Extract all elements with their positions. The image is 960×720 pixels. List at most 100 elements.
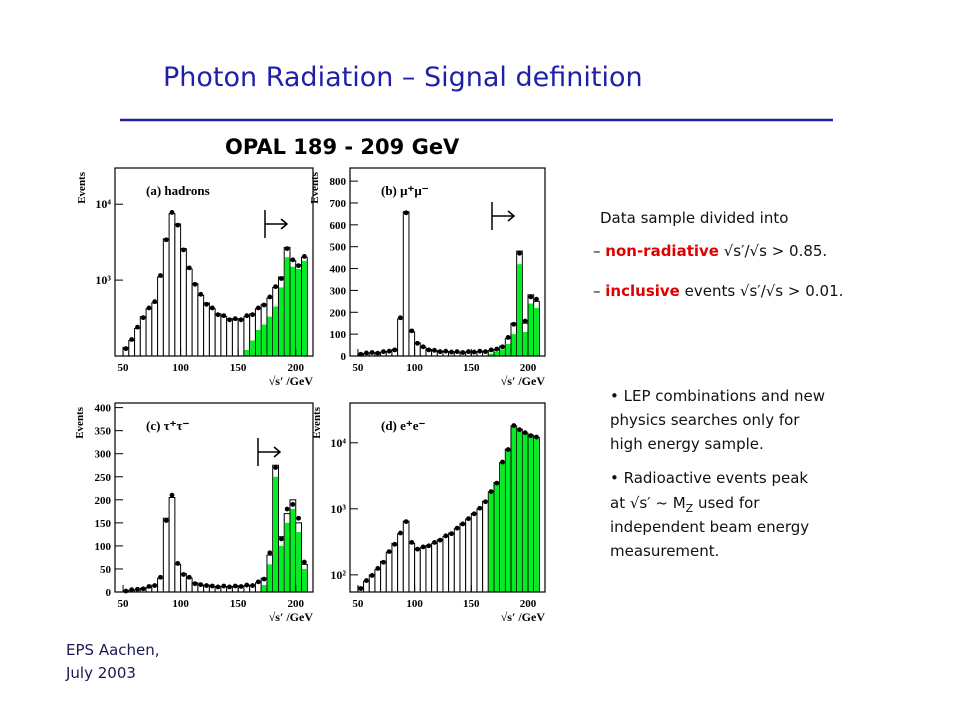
data-point bbox=[409, 328, 415, 334]
data-point bbox=[392, 541, 398, 547]
signal-bar bbox=[488, 353, 494, 356]
x-tick-label: 100 bbox=[172, 362, 189, 374]
signal-bar bbox=[284, 257, 290, 356]
data-point bbox=[500, 459, 505, 465]
bullet-text: Radioactive events peak bbox=[624, 469, 809, 487]
histogram-bar bbox=[419, 546, 427, 593]
x-tick-label: 100 bbox=[172, 598, 189, 610]
signal-bar bbox=[290, 266, 296, 356]
data-point bbox=[255, 305, 261, 311]
y-tick-label: 0 bbox=[106, 587, 112, 599]
data-point bbox=[381, 349, 386, 355]
histogram-bar bbox=[408, 331, 416, 357]
histogram-bar bbox=[237, 318, 245, 357]
y-axis-label: Events bbox=[76, 171, 88, 204]
data-point bbox=[381, 559, 386, 565]
data-point bbox=[364, 350, 369, 356]
histogram-bar bbox=[402, 520, 410, 593]
data-point bbox=[140, 586, 146, 592]
data-point bbox=[129, 587, 135, 593]
data-point bbox=[522, 318, 528, 324]
signal-bar bbox=[534, 438, 539, 592]
histogram-bar bbox=[180, 248, 187, 357]
data-point bbox=[135, 324, 140, 330]
data-point bbox=[517, 427, 522, 433]
data-point bbox=[198, 582, 204, 588]
data-point bbox=[386, 549, 392, 554]
data-point bbox=[522, 430, 528, 436]
data-point bbox=[158, 574, 163, 580]
signal-bar bbox=[278, 545, 284, 592]
data-point bbox=[169, 492, 175, 498]
histogram-bar bbox=[436, 539, 444, 593]
signal-bar bbox=[284, 522, 290, 592]
y-tick-label: 10⁴ bbox=[95, 197, 111, 211]
y-tick-label: 600 bbox=[330, 220, 347, 232]
data-point bbox=[175, 222, 181, 228]
signal-bar bbox=[528, 436, 534, 592]
data-point bbox=[267, 550, 273, 556]
x-tick-label: 100 bbox=[406, 598, 423, 610]
signal-bar bbox=[301, 260, 307, 356]
data-point bbox=[420, 544, 426, 550]
histogram-bar bbox=[448, 532, 455, 593]
data-point bbox=[534, 296, 539, 302]
signal-bar bbox=[500, 463, 505, 592]
highlight: non-radiative bbox=[605, 242, 719, 260]
data-point bbox=[221, 583, 227, 589]
data-point bbox=[284, 506, 290, 512]
data-point bbox=[505, 447, 511, 452]
histogram-bar bbox=[380, 560, 387, 593]
y-tick-label: 50 bbox=[100, 564, 112, 576]
data-point bbox=[392, 347, 398, 353]
data-point bbox=[488, 347, 494, 353]
histogram-bar bbox=[162, 517, 170, 593]
data-point bbox=[386, 348, 392, 354]
histogram-bar bbox=[197, 294, 205, 357]
histogram-bar bbox=[208, 308, 216, 357]
data-point bbox=[364, 578, 369, 583]
signal-bar bbox=[511, 334, 517, 356]
cut-arrow bbox=[257, 438, 282, 466]
data-point bbox=[192, 581, 198, 587]
data-point bbox=[443, 533, 449, 539]
data-point bbox=[483, 349, 488, 355]
histogram-bar bbox=[391, 542, 399, 593]
histogram-bar bbox=[168, 213, 176, 357]
data-point bbox=[460, 521, 466, 527]
bullet-line: high energy sample. bbox=[610, 435, 764, 453]
x-axis-label: √s′ /GeV bbox=[501, 374, 546, 388]
x-tick-label: 150 bbox=[230, 598, 247, 610]
data-point bbox=[175, 561, 181, 566]
data-point bbox=[477, 505, 483, 511]
data-point bbox=[169, 210, 175, 215]
histogram-bar bbox=[453, 528, 461, 593]
data-point bbox=[494, 480, 500, 486]
bullet-line: measurement. bbox=[610, 542, 719, 560]
x-axis-label: √s′ /GeV bbox=[269, 374, 314, 388]
histogram-bar bbox=[397, 318, 404, 357]
plot-frame bbox=[114, 167, 314, 357]
histogram-bar bbox=[139, 316, 147, 357]
signal-bar bbox=[534, 307, 539, 356]
data-point bbox=[146, 584, 152, 589]
histogram-bar bbox=[385, 551, 393, 593]
data-point bbox=[273, 284, 278, 290]
data-point bbox=[296, 515, 302, 521]
data-point bbox=[505, 335, 511, 340]
data-point bbox=[255, 579, 261, 585]
y-tick-label: 100 bbox=[95, 541, 112, 553]
bullet-text: at √s′ ~ M bbox=[610, 494, 686, 512]
signal-bar bbox=[505, 449, 511, 592]
data-point bbox=[158, 273, 163, 278]
x-tick-label: 200 bbox=[287, 362, 304, 374]
y-axis-label: Events bbox=[309, 171, 321, 204]
panel: 50 100 150 200 0 100 200 300 400 500 600 700 800 Even… bbox=[309, 167, 546, 388]
y-tick-label: 500 bbox=[330, 242, 347, 254]
histogram-bar bbox=[431, 542, 438, 593]
data-point bbox=[227, 317, 232, 323]
signal-bar bbox=[296, 532, 301, 592]
signal-bar bbox=[250, 340, 255, 356]
signal-bar bbox=[528, 303, 534, 356]
y-tick-label: 350 bbox=[95, 426, 112, 438]
